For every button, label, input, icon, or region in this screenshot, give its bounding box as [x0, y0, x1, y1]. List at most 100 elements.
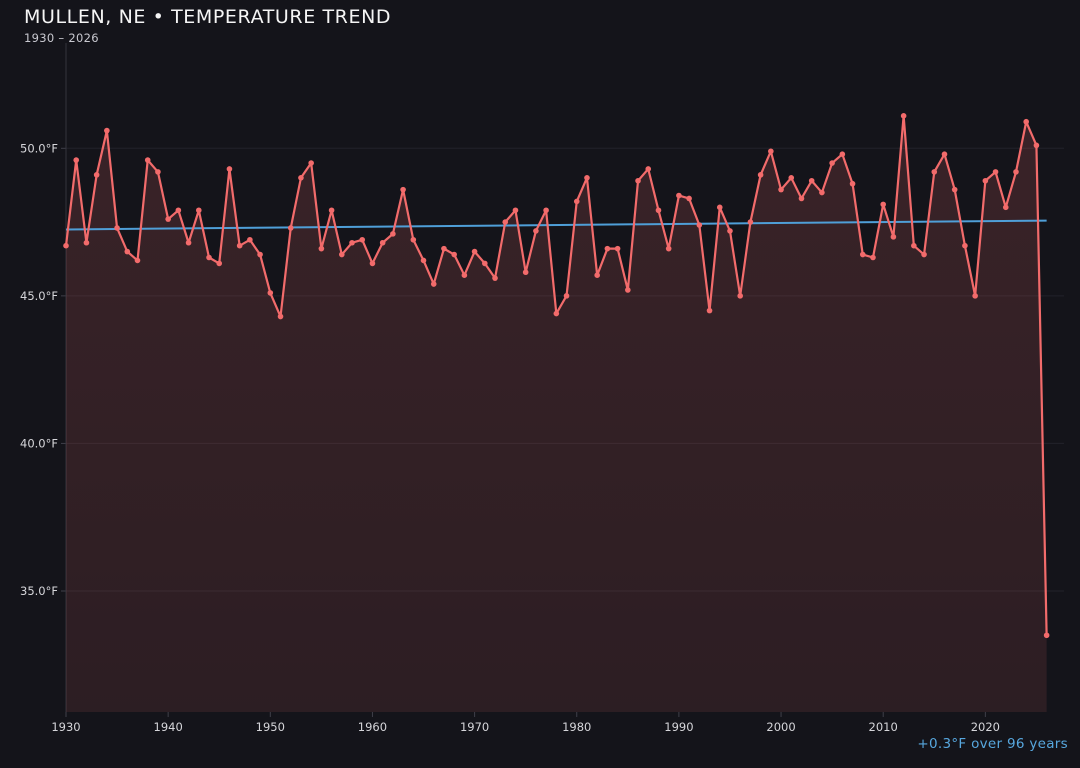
- x-tick-label: 1950: [256, 720, 285, 734]
- axis-labels: 50.0°F 45.0°F 40.0°F 35.0°F 1930 1940 1950 1960…: [20, 141, 1000, 734]
- data-point: [880, 201, 886, 208]
- data-point: [461, 272, 468, 279]
- data-point: [482, 260, 488, 267]
- data-point: [911, 242, 917, 249]
- data-point: [104, 127, 110, 134]
- data-point: [400, 186, 406, 193]
- data-point: [522, 269, 529, 276]
- data-point: [410, 236, 417, 243]
- chart-title: MULLEN, NE • TEMPERATURE TREND: [24, 6, 392, 28]
- data-point: [849, 180, 856, 187]
- data-point: [195, 207, 202, 214]
- data-point: [778, 186, 784, 193]
- data-point: [553, 310, 560, 317]
- data-point: [921, 251, 927, 258]
- data-point: [512, 207, 519, 214]
- data-point: [676, 192, 682, 199]
- data-point: [900, 113, 907, 119]
- data-point: [298, 175, 304, 181]
- data-point: [839, 151, 846, 157]
- data-point: [1033, 142, 1040, 149]
- y-tick-label: 40.0°F: [20, 436, 58, 450]
- data-point: [931, 169, 938, 175]
- data-point: [859, 251, 866, 258]
- data-point: [216, 260, 223, 267]
- data-point: [124, 248, 131, 255]
- x-tick-label: 1990: [664, 720, 693, 734]
- data-points: [63, 113, 1050, 639]
- data-point: [951, 186, 958, 193]
- data-point: [420, 257, 427, 264]
- data-point: [788, 175, 795, 181]
- y-tick-label: 50.0°F: [20, 141, 58, 155]
- trend-line: [65, 219, 1047, 231]
- data-point: [992, 169, 999, 175]
- data-point: [451, 251, 457, 258]
- data-point: [206, 254, 212, 261]
- data-point: [665, 245, 672, 252]
- data-point: [226, 166, 233, 172]
- data-point: [757, 172, 764, 178]
- data-point: [584, 175, 590, 181]
- data-point: [165, 216, 171, 222]
- data-point: [369, 260, 376, 267]
- x-tick-label: 1930: [51, 720, 80, 734]
- data-point: [625, 287, 631, 293]
- data-point: [829, 160, 835, 166]
- data-point: [502, 219, 509, 225]
- data-point: [83, 239, 90, 246]
- data-point: [604, 245, 611, 252]
- data-point: [1002, 204, 1009, 211]
- data-point: [359, 236, 366, 243]
- data-point: [390, 231, 396, 237]
- data-point: [727, 228, 733, 234]
- data-point: [328, 207, 335, 214]
- data-point: [941, 151, 948, 157]
- data-point: [349, 239, 355, 246]
- data-point: [175, 207, 182, 214]
- data-point: [73, 157, 80, 163]
- data-point: [543, 207, 549, 214]
- data-point: [747, 219, 754, 225]
- data-point: [318, 245, 325, 252]
- y-tick-label: 45.0°F: [20, 289, 58, 303]
- data-point: [563, 293, 570, 299]
- data-point: [114, 225, 120, 231]
- data-point: [155, 169, 161, 175]
- x-tick-label: 1960: [358, 720, 387, 734]
- data-point: [635, 177, 641, 184]
- data-point: [533, 228, 539, 234]
- data-point: [594, 272, 600, 279]
- x-tick-label: 2020: [971, 720, 1000, 734]
- data-point: [1013, 169, 1019, 175]
- data-point: [257, 251, 263, 258]
- data-point: [63, 242, 69, 249]
- data-point: [308, 160, 314, 166]
- x-tick-label: 1940: [154, 720, 183, 734]
- data-point: [379, 239, 386, 246]
- data-point: [144, 157, 151, 163]
- data-point: [768, 148, 774, 155]
- data-point: [982, 177, 989, 184]
- data-point: [737, 293, 743, 299]
- x-tick-label: 1970: [460, 720, 489, 734]
- data-point: [339, 251, 345, 258]
- data-point: [716, 204, 723, 211]
- data-point: [93, 172, 100, 178]
- y-tick-label: 35.0°F: [20, 584, 58, 598]
- chart-header: MULLEN, NE • TEMPERATURE TREND 1930 – 20…: [24, 6, 392, 45]
- data-point: [277, 313, 284, 320]
- data-point: [645, 166, 652, 172]
- data-point: [1043, 632, 1050, 639]
- data-point: [1023, 118, 1029, 125]
- trend-summary: +0.3°F over 96 years: [917, 736, 1068, 752]
- data-point: [430, 281, 437, 287]
- data-point: [287, 225, 294, 231]
- data-point: [706, 307, 713, 314]
- data-point: [185, 239, 192, 246]
- tick-marks: [61, 147, 986, 717]
- data-point: [614, 245, 621, 252]
- data-point: [808, 177, 815, 184]
